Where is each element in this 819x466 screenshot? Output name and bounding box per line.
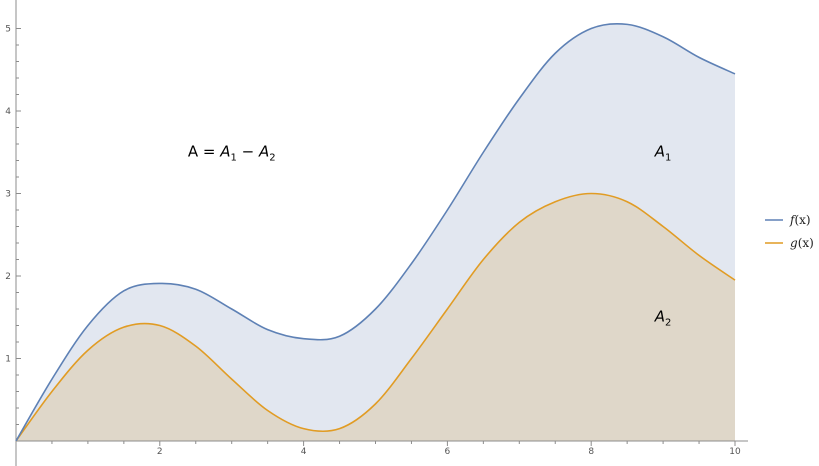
x-tick-label: 6 bbox=[445, 447, 451, 457]
annotation-formula: A = A1 − A2 bbox=[188, 142, 276, 163]
annotation-part: A bbox=[219, 142, 230, 160]
series-line-g bbox=[15, 192, 736, 442]
annotation-a2-label: A2 bbox=[654, 307, 672, 328]
legend-label: g(x) bbox=[790, 236, 814, 250]
legend-item-f: f(x) bbox=[765, 213, 811, 227]
annotation-a1-label: A1 bbox=[654, 142, 672, 163]
area-fills bbox=[16, 23, 735, 441]
legend-item-g: g(x) bbox=[765, 236, 814, 250]
x-tick-label: 8 bbox=[588, 447, 594, 457]
annotation-part: A bbox=[654, 142, 665, 160]
subscript: 1 bbox=[665, 152, 671, 163]
x-tick-label: 4 bbox=[301, 447, 307, 457]
series-lines bbox=[15, 22, 736, 442]
y-tick-label: 1 bbox=[5, 355, 11, 365]
legend-func-letter: f bbox=[789, 213, 797, 227]
x-tick-label: 2 bbox=[157, 447, 163, 457]
annotation-part: − bbox=[237, 142, 259, 160]
y-tick-label: 5 bbox=[5, 25, 11, 35]
y-tick-label: 3 bbox=[5, 190, 11, 200]
annotation-part: A bbox=[258, 142, 269, 160]
y-tick-label: 4 bbox=[5, 107, 11, 117]
subscript: 2 bbox=[269, 152, 275, 163]
legend-func-arg: (x) bbox=[794, 213, 810, 227]
legend: f(x)g(x) bbox=[765, 213, 814, 250]
y-tick-label: 2 bbox=[5, 272, 11, 282]
legend-func-letter: g bbox=[790, 236, 798, 250]
subscript: 1 bbox=[230, 152, 236, 163]
legend-label: f(x) bbox=[789, 213, 811, 227]
annotation-part: A bbox=[654, 307, 665, 325]
area-a2-fill bbox=[16, 193, 735, 441]
x-tick-label: 10 bbox=[729, 447, 741, 457]
legend-func-arg: (x) bbox=[798, 236, 814, 250]
annotation-part: A = bbox=[188, 142, 220, 160]
series-line-f bbox=[15, 22, 736, 442]
subscript: 2 bbox=[665, 317, 671, 328]
